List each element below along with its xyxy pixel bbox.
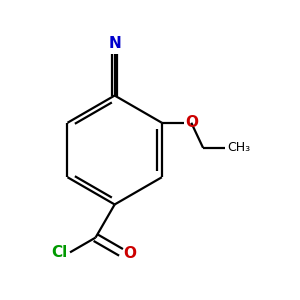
Text: CH₃: CH₃ <box>227 141 250 154</box>
Text: N: N <box>108 36 121 51</box>
Text: O: O <box>123 246 136 261</box>
Text: O: O <box>186 115 199 130</box>
Text: Cl: Cl <box>51 245 68 260</box>
